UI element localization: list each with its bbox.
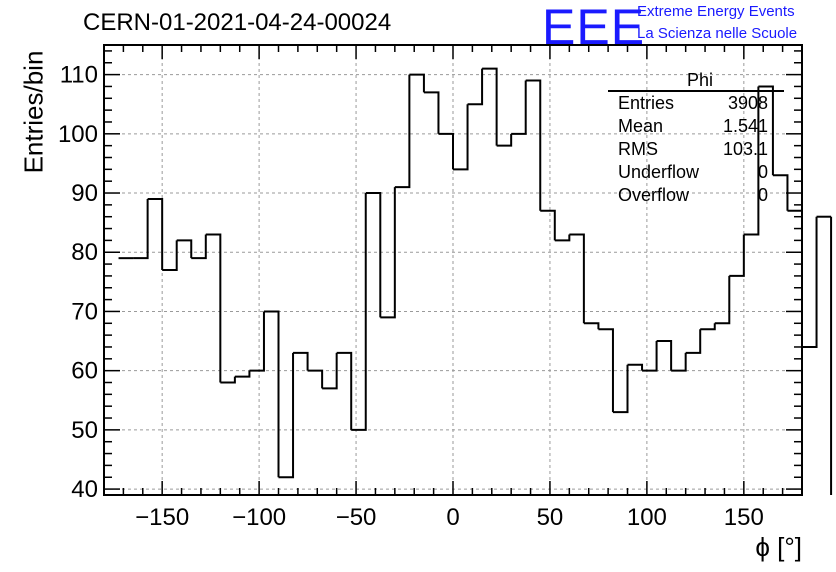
stats-row-overflow: Overflow 0: [608, 184, 776, 207]
histogram-bin: [234, 370, 251, 378]
stats-value: 3908: [727, 93, 768, 113]
histogram-bin: [278, 352, 295, 479]
x-tick-label: −100: [232, 504, 286, 531]
histogram-bin: [671, 352, 687, 372]
histogram-bin: [627, 363, 644, 371]
histogram-bin: [700, 323, 716, 331]
histogram-bin: [351, 193, 367, 431]
histogram-bin: [133, 198, 149, 260]
histogram-bin: [642, 341, 658, 372]
y-tick-label: 80: [71, 239, 98, 266]
histogram-bin: [772, 174, 789, 211]
histogram-bin: [263, 310, 280, 478]
stats-label: RMS: [618, 139, 658, 159]
histogram-bin: [453, 104, 469, 171]
histogram-bin: [394, 74, 411, 189]
y-axis-label: Entries/bin: [18, 50, 49, 174]
stats-label: Entries: [618, 93, 675, 113]
histogram-bin: [205, 233, 222, 383]
histogram-bin: [714, 275, 731, 325]
histogram-bin: [802, 216, 818, 348]
histogram-bin: [438, 132, 454, 170]
stats-value: 1.541: [722, 116, 768, 136]
histogram-bin: [322, 352, 338, 390]
histogram-bin: [787, 209, 803, 347]
histogram-bin: [685, 329, 702, 354]
histogram-bin: [554, 234, 571, 242]
histogram-bin: [220, 376, 236, 384]
histogram-bin: [336, 351, 353, 430]
histogram-bin: [743, 86, 760, 236]
x-tick-label: 150: [724, 504, 764, 531]
stats-box: Phi Entries 3908 Mean 1.541 RMS 103.1 Un…: [608, 70, 784, 207]
y-tick-label: 60: [71, 358, 98, 385]
x-tick-label: −50: [336, 504, 377, 531]
logo-line-2: La Scienza nelle Scuole: [637, 25, 798, 42]
histogram-bin: [729, 234, 745, 277]
histogram-bin: [293, 351, 309, 371]
histogram-bin: [249, 311, 265, 372]
histogram-bin: [656, 340, 673, 371]
histogram-bin: [496, 133, 513, 147]
stats-title: Phi: [608, 70, 784, 92]
axis-ticks: [103, 45, 803, 495]
stats-value: 0: [757, 185, 768, 205]
histogram-bin: [176, 239, 193, 259]
histogram-bin: [511, 80, 527, 135]
histogram-bin: [612, 364, 629, 414]
histogram-bin: [307, 369, 324, 389]
histogram-bin: [162, 240, 178, 271]
histogram-bin: [598, 328, 614, 413]
y-tick-label: 100: [58, 121, 98, 148]
histogram-bin: [423, 91, 440, 134]
y-tick-label: 40: [71, 476, 98, 503]
logo-line-1: Extreme Energy Events: [637, 3, 795, 20]
histogram-bin: [482, 67, 498, 146]
histogram-bin: [365, 192, 382, 318]
stats-value: 0: [757, 162, 768, 182]
x-axis-label: ϕ [°]: [755, 532, 802, 562]
stats-label: Mean: [618, 116, 664, 136]
x-tick-label: 50: [537, 504, 564, 531]
histogram-bin: [540, 209, 556, 241]
y-tick-label: 70: [71, 298, 98, 325]
y-tick-label: 110: [60, 62, 98, 89]
stats-row-underflow: Underflow 0: [608, 161, 776, 184]
histogram-bin: [380, 187, 396, 319]
histogram-bin: [409, 73, 425, 93]
x-tick-label: 0: [446, 504, 459, 531]
stats-label: Overflow: [618, 185, 690, 205]
stats-label: Underflow: [618, 162, 700, 182]
histogram-bin: [191, 234, 207, 260]
histogram-bin: [569, 233, 585, 324]
eee-logo: EEE: [542, 0, 646, 55]
chart-title: CERN-01-2021-04-24-00024: [83, 9, 392, 36]
histogram-bin: [758, 85, 774, 176]
histogram-bin: [467, 68, 484, 106]
x-tick-label: 100: [627, 504, 667, 531]
y-tick-label: 50: [71, 417, 98, 444]
stats-value: 103.1: [722, 139, 768, 159]
histogram-bin: [525, 79, 542, 211]
stats-row-mean: Mean 1.541: [608, 115, 776, 138]
tick-labels: −150 −100 −50 0 50 100 150 40 50 60 70 80 90 100 110: [58, 62, 764, 531]
y-tick-label: 90: [71, 180, 98, 207]
histogram-bin: [583, 322, 600, 330]
x-tick-label: −150: [135, 504, 189, 531]
histogram-bin: [147, 197, 164, 270]
stats-row-rms: RMS 103.1: [608, 138, 776, 161]
stats-row-entries: Entries 3908: [608, 92, 776, 115]
